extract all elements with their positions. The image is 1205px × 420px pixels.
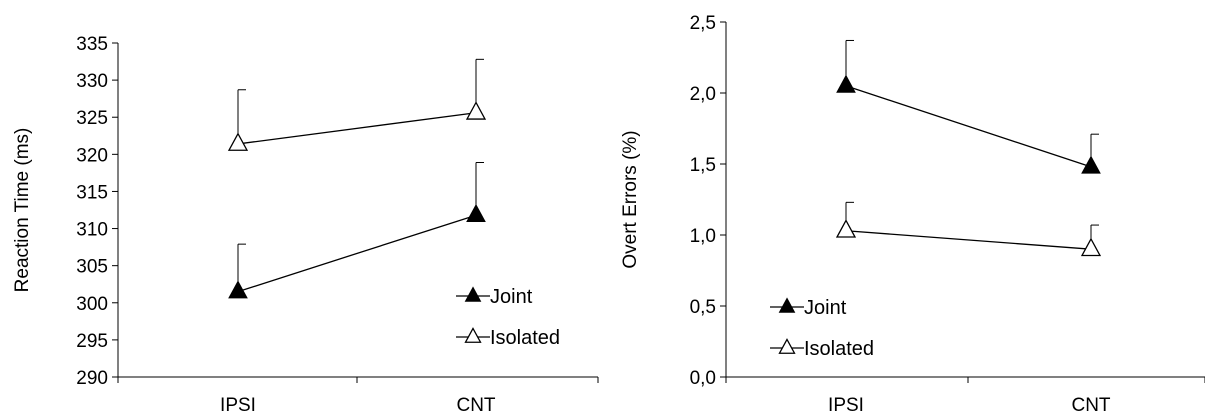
y-tick-label: 2,5 bbox=[690, 13, 716, 34]
legend-label: Isolated bbox=[490, 327, 560, 349]
y-tick-label: 315 bbox=[76, 182, 108, 203]
series-line bbox=[845, 85, 1092, 168]
data-point bbox=[465, 101, 487, 120]
y-axis-title: Reaction Time (ms) bbox=[12, 128, 33, 293]
series-joint bbox=[228, 161, 486, 299]
data-point bbox=[227, 132, 249, 151]
data-point bbox=[1081, 155, 1101, 174]
series-line bbox=[237, 112, 477, 145]
series-line bbox=[845, 230, 1092, 250]
y-tick-label: 325 bbox=[76, 108, 108, 129]
y-tick-label: 335 bbox=[76, 34, 108, 55]
y-tick-label: 310 bbox=[76, 220, 108, 241]
legend-label: Joint bbox=[490, 286, 533, 308]
chart-panel-2: 0,0 0,5 1,0 1,5 2,0 2,5 IPSI CNT Overt Errors (%… bbox=[620, 13, 1205, 416]
chart-panel-1: 290 295 300 305 310 315 320 325 330 335 IPSI CNT Rea… bbox=[12, 34, 599, 416]
legend-marker bbox=[464, 327, 482, 343]
series-isolated bbox=[835, 201, 1102, 257]
data-point bbox=[228, 280, 248, 299]
y-tick-label: 2,0 bbox=[690, 84, 716, 105]
legend: Joint Isolated bbox=[770, 297, 874, 360]
y-tick-label: 320 bbox=[76, 145, 108, 166]
x-tick-label: IPSI bbox=[828, 395, 864, 415]
y-axis-title: Overt Errors (%) bbox=[620, 130, 641, 268]
legend: Joint Isolated bbox=[456, 286, 560, 349]
y-tick-label: 1,0 bbox=[690, 226, 716, 247]
series-line bbox=[237, 214, 477, 293]
y-tick-label: 330 bbox=[76, 71, 108, 92]
legend-marker bbox=[778, 338, 796, 354]
series-isolated bbox=[227, 58, 487, 151]
data-point bbox=[835, 219, 857, 238]
y-tick-label: 290 bbox=[76, 368, 108, 389]
legend-marker bbox=[778, 297, 796, 313]
x-tick-label: IPSI bbox=[220, 395, 256, 415]
x-tick-label: CNT bbox=[1071, 395, 1110, 415]
legend-label: Isolated bbox=[804, 338, 874, 360]
series-joint bbox=[836, 39, 1101, 174]
y-tick-label: 0,5 bbox=[690, 297, 716, 318]
data-point bbox=[466, 203, 486, 222]
y-tick-label: 295 bbox=[76, 331, 108, 352]
y-tick-label: 300 bbox=[76, 294, 108, 315]
legend-marker bbox=[464, 286, 482, 302]
data-point bbox=[1080, 237, 1102, 257]
y-tick-label: 0,0 bbox=[690, 368, 716, 389]
y-tick-label: 1,5 bbox=[690, 155, 716, 176]
data-point bbox=[836, 74, 856, 93]
y-tick-label: 305 bbox=[76, 257, 108, 278]
x-tick-label: CNT bbox=[456, 395, 495, 415]
legend-label: Joint bbox=[804, 297, 847, 319]
